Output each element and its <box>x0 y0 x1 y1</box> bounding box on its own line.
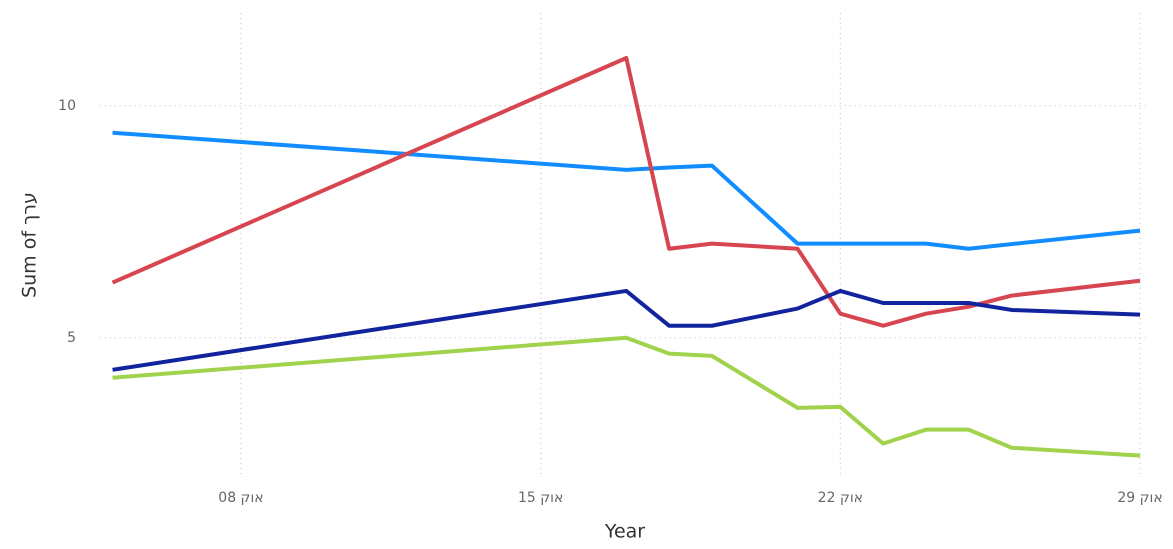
line <box>111 56 1141 328</box>
x-tick-label: אוק 29 <box>1117 490 1162 506</box>
y-tick-label: 5 <box>67 330 76 346</box>
y-tick-label: 10 <box>58 98 76 114</box>
y-axis-title: Sum of ערך <box>19 192 41 298</box>
line <box>112 335 1141 458</box>
x-axis-title: Year <box>604 521 645 543</box>
line <box>112 130 1141 251</box>
x-tick-label: אוק 22 <box>818 490 863 506</box>
line <box>112 288 1141 372</box>
x-tick-label: אוק 15 <box>518 490 563 506</box>
x-tick-label: אוק 08 <box>218 490 263 506</box>
